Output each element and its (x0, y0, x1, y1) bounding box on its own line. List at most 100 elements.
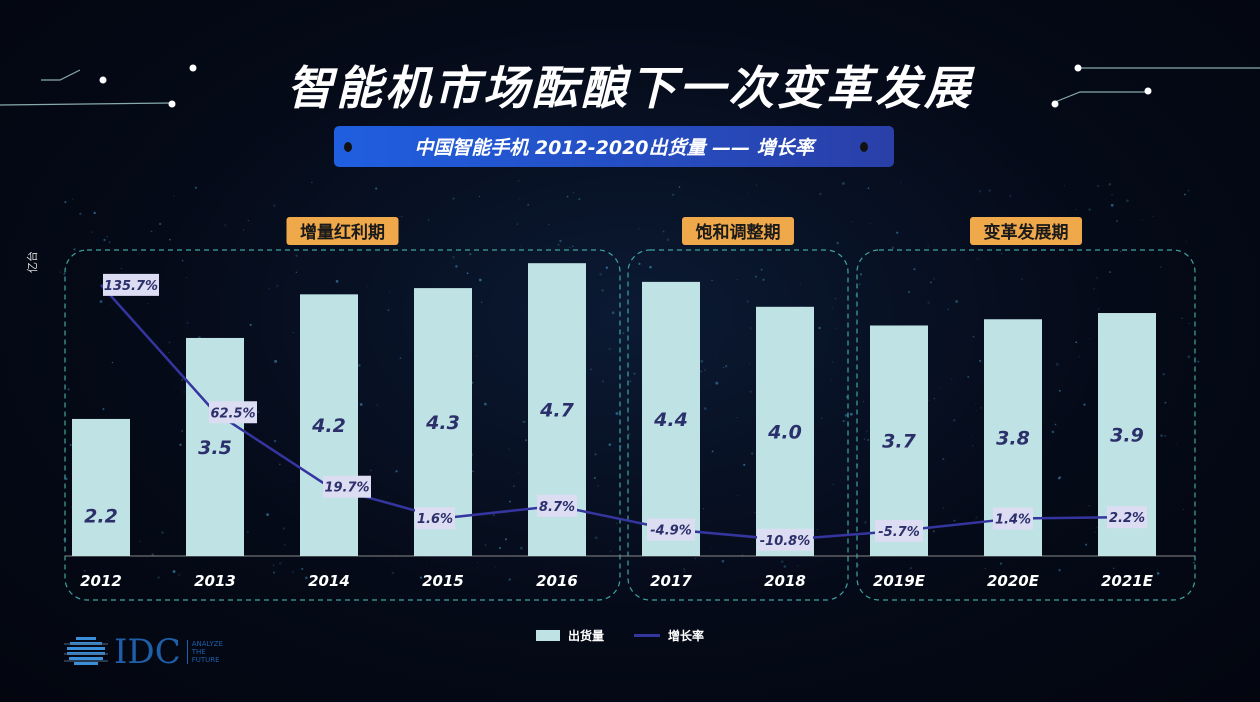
star-dot (910, 567, 912, 569)
star-dot (1189, 323, 1190, 324)
star-dot (292, 571, 295, 574)
star-dot (1176, 444, 1177, 445)
legend-label-shipments: 出货量 (568, 627, 604, 644)
star-dot (181, 430, 183, 432)
star-dot (224, 224, 227, 227)
star-dot (1187, 190, 1189, 192)
star-dot (173, 570, 176, 573)
star-dot (608, 348, 611, 351)
star-dot (679, 186, 681, 188)
star-dot (1163, 373, 1166, 376)
star-dot (1085, 544, 1087, 546)
x-tick-label: 2021E (1101, 572, 1154, 590)
star-dot (103, 239, 105, 241)
star-dot (455, 265, 458, 268)
star-dot (1088, 208, 1090, 210)
star-dot (843, 420, 845, 422)
star-dot (523, 421, 525, 423)
star-dot (266, 513, 269, 516)
star-dot (762, 279, 764, 281)
star-dot (518, 472, 519, 473)
tagline-line: THE (192, 648, 223, 656)
star-dot (1055, 424, 1057, 426)
star-dot (980, 369, 981, 370)
star-dot (161, 531, 164, 534)
star-dot (866, 430, 868, 432)
star-dot (1164, 435, 1166, 437)
star-dot (284, 544, 286, 546)
star-dot (927, 245, 928, 246)
star-dot (1146, 235, 1147, 236)
star-dot (703, 508, 704, 509)
star-dot (818, 327, 821, 330)
star-dot (1056, 363, 1059, 366)
star-dot (258, 411, 260, 413)
star-dot (973, 336, 975, 338)
star-dot (623, 290, 624, 291)
star-dot (91, 231, 93, 233)
star-dot (1126, 199, 1129, 202)
star-dot (761, 269, 763, 271)
star-dot (499, 547, 501, 549)
star-dot (972, 435, 973, 436)
star-dot (868, 187, 870, 189)
star-dot (182, 260, 184, 262)
star-dot (1184, 194, 1186, 196)
star-dot (519, 199, 521, 201)
star-dot (1109, 183, 1111, 185)
star-dot (1186, 241, 1187, 242)
star-dot (967, 376, 969, 378)
star-dot (168, 352, 169, 353)
star-dot (195, 308, 196, 309)
star-dot (976, 410, 977, 411)
star-dot (578, 198, 580, 200)
star-dot (389, 291, 390, 292)
bar (72, 419, 130, 556)
growth-value-label: 2.2% (1109, 511, 1145, 526)
star-dot (283, 527, 285, 529)
x-tick-label: 2018 (764, 572, 806, 590)
star-dot (505, 538, 507, 540)
star-dot (484, 544, 486, 546)
star-dot (606, 267, 608, 269)
star-dot (273, 204, 276, 207)
chart-legend: 出货量 增长率 (536, 627, 704, 644)
star-dot (934, 398, 935, 399)
star-dot (295, 255, 297, 257)
star-dot (1009, 195, 1012, 198)
growth-value-label: 62.5% (210, 406, 255, 421)
star-dot (955, 300, 958, 303)
star-dot (525, 439, 527, 441)
star-dot (1122, 303, 1123, 304)
star-dot (859, 283, 861, 285)
star-dot (860, 273, 862, 275)
star-dot (472, 471, 474, 473)
star-dot (279, 562, 282, 565)
star-dot (311, 182, 312, 183)
star-dot (157, 576, 159, 578)
star-dot (1089, 338, 1090, 339)
idc-logo: IDC ANALYZE THE FUTURE (64, 635, 223, 669)
legend-swatch-bar (536, 630, 560, 641)
star-dot (184, 392, 185, 393)
star-dot (972, 445, 973, 446)
idc-globe-icon (64, 635, 108, 669)
star-dot (595, 453, 597, 455)
star-dot (151, 553, 153, 555)
star-dot (358, 364, 361, 367)
star-dot (572, 245, 573, 246)
star-dot (867, 439, 869, 441)
star-dot (1157, 569, 1158, 570)
star-dot (933, 530, 935, 532)
period-label: 增量红利期 (300, 222, 385, 243)
star-dot (477, 562, 478, 563)
star-dot (616, 523, 617, 524)
star-dot (1075, 209, 1076, 210)
legend-label-growth: 增长率 (668, 627, 704, 644)
star-dot (715, 382, 718, 385)
star-dot (100, 300, 103, 303)
star-dot (387, 309, 389, 311)
star-dot (452, 256, 454, 258)
bar-value-label: 4.7 (539, 400, 574, 422)
star-dot (939, 387, 941, 389)
